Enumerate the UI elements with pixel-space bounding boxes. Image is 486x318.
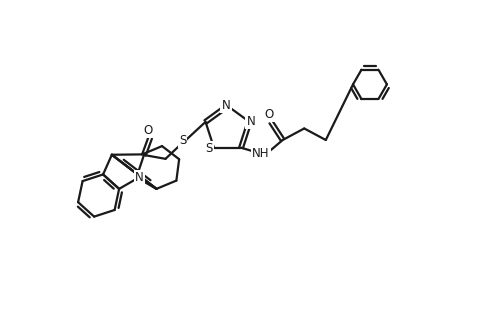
Text: N: N (222, 99, 230, 112)
Text: N: N (247, 114, 256, 128)
Text: O: O (264, 108, 274, 121)
Text: O: O (143, 124, 153, 137)
Text: S: S (206, 142, 213, 155)
Text: NH: NH (252, 147, 270, 160)
Text: S: S (179, 134, 186, 147)
Text: N: N (135, 171, 144, 184)
